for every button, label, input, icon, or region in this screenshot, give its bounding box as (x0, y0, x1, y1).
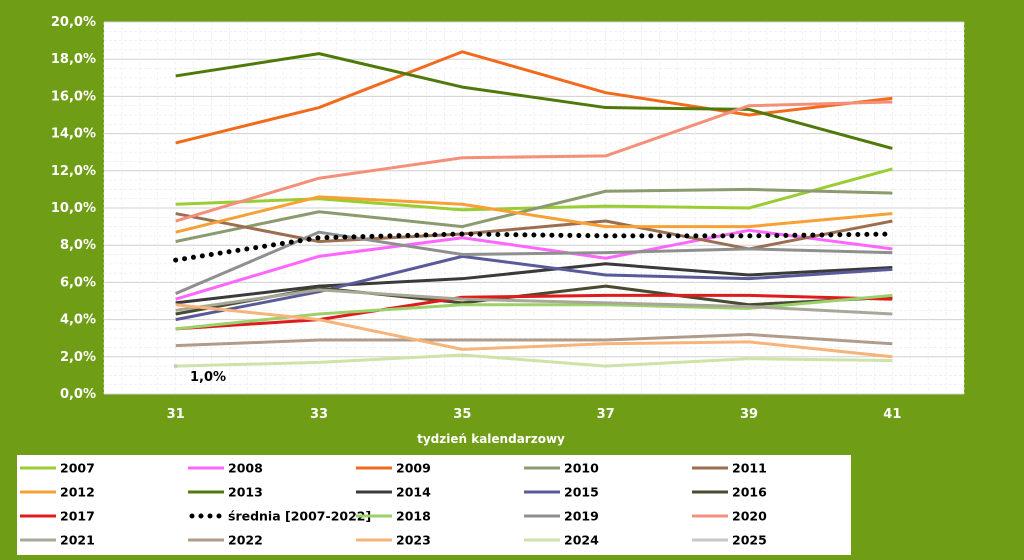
legend-label: 2013 (228, 485, 263, 500)
x-axis-ticks: 31 33 35 37 39 41 (167, 407, 902, 422)
legend-label: 2021 (60, 533, 95, 548)
x-tick-label: 31 (167, 407, 185, 422)
y-tick-label: 12,0% (51, 164, 96, 179)
series-line-2021 (175, 288, 893, 316)
series-line-2024 (175, 353, 893, 368)
legend-item-2010: 2010 (524, 461, 599, 476)
series-point-2025 (173, 364, 178, 369)
series-line-2014 (175, 262, 893, 305)
legend-item-2019: 2019 (524, 509, 599, 524)
series-line-2012 (175, 195, 893, 234)
series-line-rednia-2007-2022 (173, 231, 895, 263)
series-lines (173, 50, 895, 369)
legend-item-2015: 2015 (524, 485, 599, 500)
legend-label: 2024 (564, 533, 599, 548)
legend-item-2018: 2018 (356, 509, 431, 524)
y-tick-label: 6,0% (60, 275, 96, 290)
series-line-2022 (175, 332, 893, 348)
legend-label: 2012 (60, 485, 95, 500)
series-line-2015 (175, 254, 893, 322)
legend-label: 2010 (564, 461, 599, 476)
series-line-2013 (175, 52, 893, 150)
legend-item-2017: 2017 (20, 509, 95, 524)
legend-label: 2015 (564, 485, 599, 500)
legend-item-rednia-2007-2022: średnia [2007-2022] (189, 509, 371, 524)
y-tick-label: 20,0% (51, 15, 96, 30)
y-tick-label: 8,0% (60, 238, 96, 253)
x-axis-title: tydzień kalendarzowy (417, 432, 565, 446)
series-line-2019 (175, 230, 893, 295)
y-tick-label: 10,0% (51, 201, 96, 216)
legend-item-2007: 2007 (20, 461, 95, 476)
series-line-2008 (175, 228, 893, 301)
series-line-2009 (175, 50, 893, 145)
legend-label: 2007 (60, 461, 95, 476)
y-tick-label: 18,0% (51, 52, 96, 67)
y-tick-label: 0,0% (60, 387, 96, 402)
y-tick-label: 14,0% (51, 127, 96, 142)
legend-label: 2022 (228, 533, 263, 548)
legend-label: 2018 (396, 509, 431, 524)
legend-item-2023: 2023 (356, 533, 431, 548)
legend-label: 2025 (732, 533, 767, 548)
y-axis-ticks: 0,0% 2,0% 4,0% 6,0% 8,0% 10,0% 12,0% 14,0% 16,0%… (51, 15, 96, 402)
legend-label: 2017 (60, 509, 95, 524)
legend-item-2009: 2009 (356, 461, 431, 476)
legend-item-2022: 2022 (188, 533, 263, 548)
legend: 2007 2008 2009 2010 2011 2012 2013 2014 2015 2016… (20, 461, 767, 548)
legend-label: 2009 (396, 461, 431, 476)
legend-label: 2020 (732, 509, 767, 524)
legend-label: 2019 (564, 509, 599, 524)
legend-item-2024: 2024 (524, 533, 599, 548)
x-tick-label: 33 (310, 407, 328, 422)
y-tick-label: 4,0% (60, 313, 96, 328)
series-line-2020 (175, 100, 893, 223)
annotation-label: 1,0% (190, 370, 226, 385)
plot-area (103, 21, 965, 395)
x-tick-label: 37 (597, 407, 615, 422)
legend-item-2021: 2021 (20, 533, 95, 548)
legend-item-2013: 2013 (188, 485, 263, 500)
series-line-2017 (175, 293, 893, 331)
y-tick-label: 2,0% (60, 350, 96, 365)
series-line-2023 (175, 303, 893, 359)
legend-label: 2016 (732, 485, 767, 500)
series-line-2010 (175, 187, 893, 243)
legend-box (17, 455, 851, 555)
legend-item-2008: 2008 (188, 461, 263, 476)
legend-item-2025: 2025 (692, 533, 767, 548)
legend-item-2020: 2020 (692, 509, 767, 524)
legend-item-2012: 2012 (20, 485, 95, 500)
legend-label: 2014 (396, 485, 431, 500)
legend-label: 2023 (396, 533, 431, 548)
legend-item-2016: 2016 (692, 485, 767, 500)
legend-item-2011: 2011 (692, 461, 767, 476)
legend-label: 2008 (228, 461, 263, 476)
legend-label: średnia [2007-2022] (228, 509, 371, 524)
legend-item-2014: 2014 (356, 485, 431, 500)
x-tick-label: 35 (453, 407, 471, 422)
y-tick-label: 16,0% (51, 89, 96, 104)
x-tick-label: 41 (883, 407, 901, 422)
x-tick-label: 39 (740, 407, 758, 422)
series-line-2011 (175, 212, 893, 251)
legend-label: 2011 (732, 461, 767, 476)
